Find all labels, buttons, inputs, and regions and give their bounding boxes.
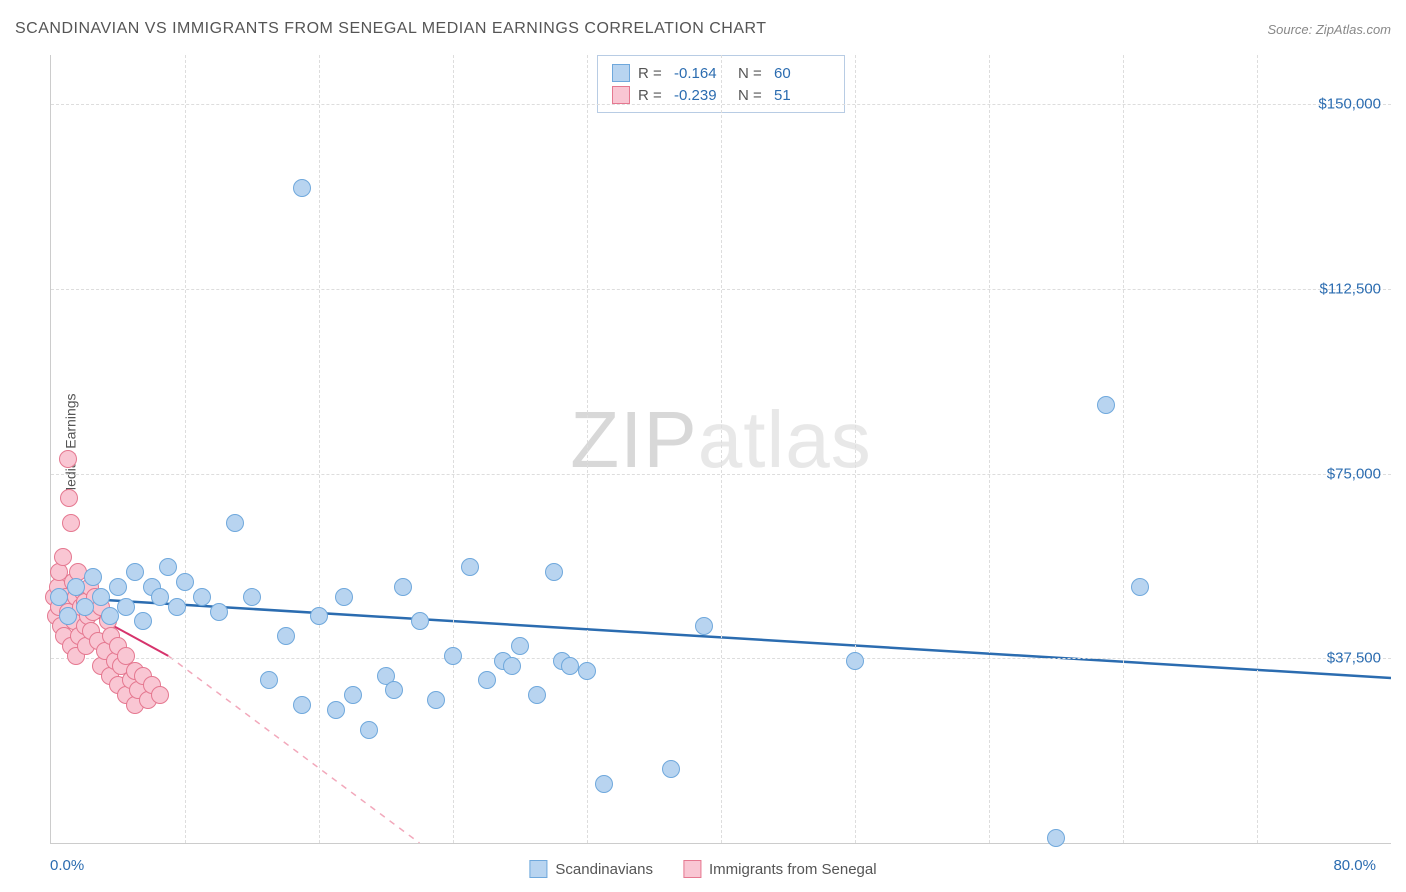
gridline-vertical bbox=[721, 55, 722, 843]
legend-item-senegal: Immigrants from Senegal bbox=[683, 860, 877, 878]
scatter-point bbox=[695, 617, 713, 635]
gridline-vertical bbox=[1257, 55, 1258, 843]
scatter-point bbox=[159, 558, 177, 576]
scatter-point bbox=[54, 548, 72, 566]
y-tick-label: $75,000 bbox=[1327, 465, 1381, 482]
legend-label-senegal: Immigrants from Senegal bbox=[709, 861, 877, 878]
scatter-point bbox=[176, 573, 194, 591]
scatter-point bbox=[310, 607, 328, 625]
scatter-point bbox=[662, 760, 680, 778]
scatter-point bbox=[67, 578, 85, 596]
scatter-point bbox=[511, 637, 529, 655]
scatter-point bbox=[109, 578, 127, 596]
scatter-point bbox=[846, 652, 864, 670]
scatter-point bbox=[561, 657, 579, 675]
scatter-point bbox=[50, 588, 68, 606]
scatter-point bbox=[293, 179, 311, 197]
scatter-point bbox=[59, 607, 77, 625]
scatter-point bbox=[84, 568, 102, 586]
stat-n-senegal: 51 bbox=[774, 87, 830, 104]
gridline-vertical bbox=[989, 55, 990, 843]
bottom-legend: Scandinavians Immigrants from Senegal bbox=[529, 860, 876, 878]
x-axis-min-label: 0.0% bbox=[50, 857, 84, 874]
scatter-point bbox=[193, 588, 211, 606]
scatter-point bbox=[151, 588, 169, 606]
scatter-point bbox=[444, 647, 462, 665]
scatter-point bbox=[243, 588, 261, 606]
watermark-zip: ZIP bbox=[570, 395, 697, 484]
y-tick-label: $150,000 bbox=[1318, 96, 1381, 113]
scatter-point bbox=[478, 671, 496, 689]
scatter-point bbox=[210, 603, 228, 621]
stat-label-r: R = bbox=[638, 65, 666, 82]
scatter-point bbox=[528, 686, 546, 704]
scatter-point bbox=[134, 612, 152, 630]
legend-swatch-senegal bbox=[683, 860, 701, 878]
stat-label-n: N = bbox=[738, 65, 766, 82]
scatter-point bbox=[385, 681, 403, 699]
scatter-point bbox=[226, 514, 244, 532]
x-axis-max-label: 80.0% bbox=[1333, 857, 1376, 874]
scatter-point bbox=[327, 701, 345, 719]
y-tick-label: $37,500 bbox=[1327, 650, 1381, 667]
stat-n-scandinavians: 60 bbox=[774, 65, 830, 82]
scatter-point bbox=[427, 691, 445, 709]
scatter-point bbox=[1131, 578, 1149, 596]
gridline-vertical bbox=[1123, 55, 1124, 843]
scatter-point bbox=[1097, 396, 1115, 414]
gridline-vertical bbox=[855, 55, 856, 843]
scatter-point bbox=[126, 563, 144, 581]
scatter-point bbox=[335, 588, 353, 606]
scatter-point bbox=[62, 514, 80, 532]
scatter-point bbox=[411, 612, 429, 630]
scatter-point bbox=[76, 598, 94, 616]
scatter-point bbox=[60, 489, 78, 507]
legend-swatch-scandinavians bbox=[529, 860, 547, 878]
scatter-point bbox=[277, 627, 295, 645]
scatter-point bbox=[92, 588, 110, 606]
scatter-point bbox=[151, 686, 169, 704]
gridline-vertical bbox=[587, 55, 588, 843]
watermark-atlas: atlas bbox=[698, 395, 872, 484]
scatter-point bbox=[260, 671, 278, 689]
gridline-vertical bbox=[453, 55, 454, 843]
scatter-point bbox=[59, 450, 77, 468]
swatch-scandinavians bbox=[612, 64, 630, 82]
source-label: Source: ZipAtlas.com bbox=[1267, 22, 1391, 37]
scatter-point bbox=[545, 563, 563, 581]
gridline-vertical bbox=[319, 55, 320, 843]
scatter-point bbox=[117, 598, 135, 616]
scatter-point bbox=[168, 598, 186, 616]
legend-label-scandinavians: Scandinavians bbox=[555, 861, 653, 878]
stat-label-r: R = bbox=[638, 87, 666, 104]
scatter-point bbox=[394, 578, 412, 596]
plot-area: ZIPatlas R = -0.164 N = 60 R = -0.239 N … bbox=[50, 55, 1391, 844]
gridline-vertical bbox=[185, 55, 186, 843]
stat-label-n: N = bbox=[738, 87, 766, 104]
scatter-point bbox=[293, 696, 311, 714]
scatter-point bbox=[360, 721, 378, 739]
chart-title: SCANDINAVIAN VS IMMIGRANTS FROM SENEGAL … bbox=[15, 20, 767, 38]
scatter-point bbox=[101, 607, 119, 625]
scatter-point bbox=[461, 558, 479, 576]
y-tick-label: $112,500 bbox=[1320, 280, 1381, 297]
scatter-point bbox=[595, 775, 613, 793]
scatter-point bbox=[344, 686, 362, 704]
scatter-point bbox=[1047, 829, 1065, 847]
scatter-point bbox=[578, 662, 596, 680]
scatter-point bbox=[503, 657, 521, 675]
swatch-senegal bbox=[612, 86, 630, 104]
legend-item-scandinavians: Scandinavians bbox=[529, 860, 653, 878]
